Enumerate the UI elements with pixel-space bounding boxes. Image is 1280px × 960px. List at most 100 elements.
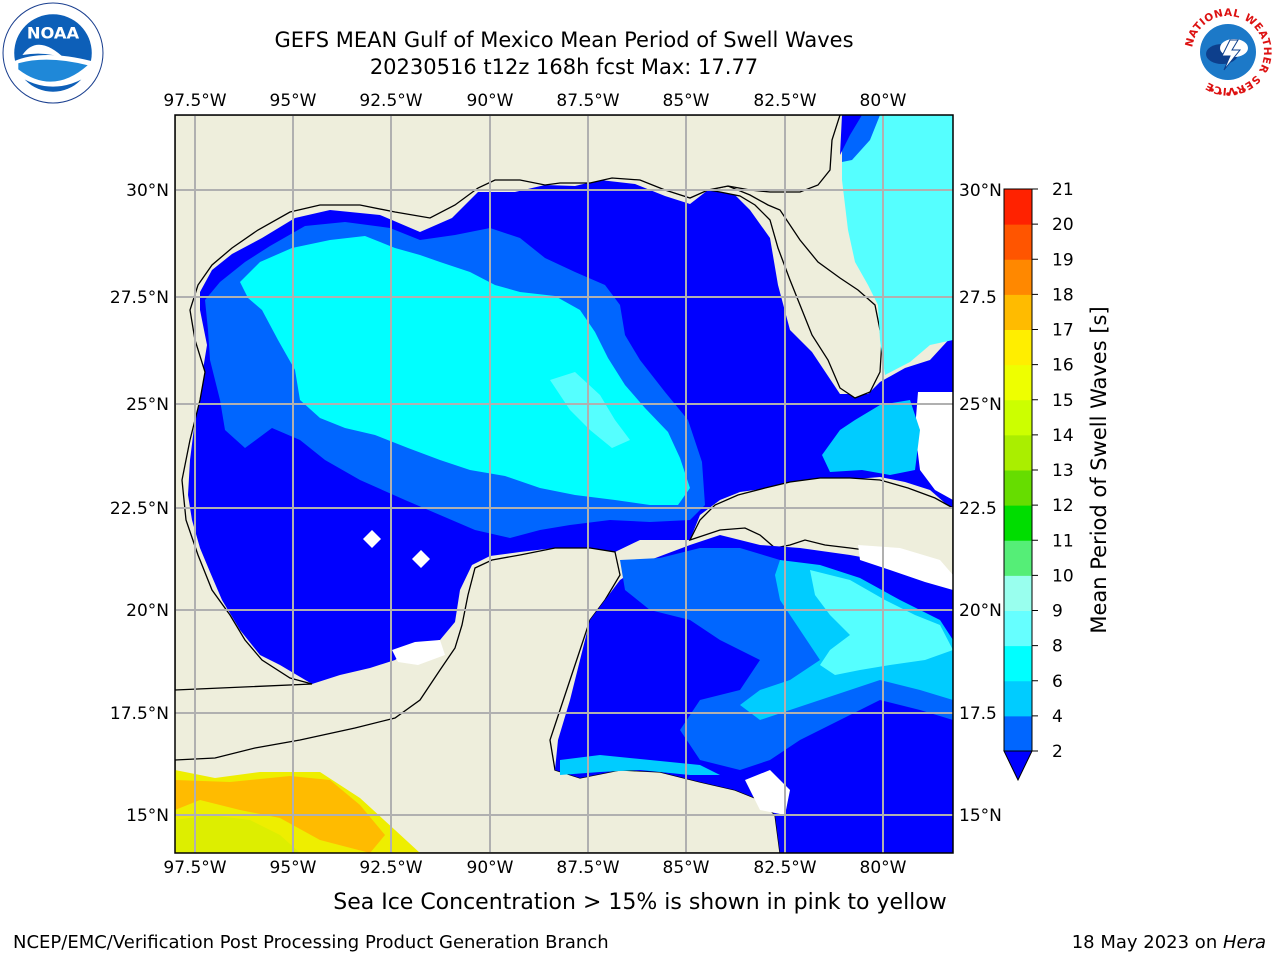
lat-label-left: 22.5°N: [110, 499, 169, 519]
straits-cyan: [822, 400, 920, 475]
lat-label-left: 27.5°N: [110, 288, 169, 308]
lat-label-right: 22.5: [959, 499, 997, 519]
lat-label-right: 25°N: [959, 395, 1002, 415]
colorbar-swatch: [1004, 610, 1032, 647]
lon-label-top: 97.5°W: [163, 91, 226, 111]
chart-subtitle-run: 20230516 t12z 168h fcst Max: 17.77: [369, 55, 759, 79]
colorbar-swatch: [1004, 505, 1032, 541]
colorbar: 2 4 6 8 9 10 11 12 13 14 15 16 17 18 19 20 21 Mean Perio…: [1003, 180, 1111, 782]
lon-label-bottom: 92.5°W: [359, 858, 422, 878]
lon-label-bottom: 95°W: [270, 858, 317, 878]
colorbar-tick-label: 4: [1052, 707, 1063, 727]
lon-label-top: 82.5°W: [753, 91, 816, 111]
colorbar-tick-label: 18: [1052, 285, 1074, 305]
lon-labels-top: 97.5°W 95°W 92.5°W 90°W 87.5°W 85°W 82.5…: [163, 91, 906, 111]
map-frame: [174, 114, 954, 854]
colorbar-swatch: [1004, 364, 1032, 401]
map-body: [175, 115, 953, 853]
noaa-logo: NOAA: [2, 2, 104, 104]
lat-label-right: 20°N: [959, 601, 1002, 621]
colorbar-tick-label: 21: [1052, 180, 1074, 200]
colorbar-tick-label: 12: [1052, 496, 1074, 516]
honduras-coast-strip: [560, 755, 720, 775]
gulf-no-data-hole-2: [412, 550, 430, 568]
caribbean-cyan: [810, 570, 953, 675]
colorbar-tick-label: 14: [1052, 426, 1074, 446]
gulf-cyan-core: [240, 236, 690, 505]
colorbar-tick-label: 19: [1052, 250, 1074, 270]
colorbar-swatch: [1004, 470, 1032, 506]
lon-label-top: 87.5°W: [556, 91, 619, 111]
colorbar-ticks: 2 4 6 8 9 10 11 12 13 14 15 16 17 18 19 20 21: [1032, 180, 1074, 762]
colorbar-swatch: [1004, 540, 1032, 576]
caribbean-white-gap: [858, 545, 953, 590]
bahamas-no-data: [915, 392, 953, 500]
footer-branch: NCEP/EMC/Verification Post Processing Pr…: [13, 932, 609, 953]
pacific-yellow-inner: [175, 815, 300, 853]
chart-title: GEFS MEAN Gulf of Mexico Mean Period of …: [274, 28, 854, 52]
lon-labels-bottom: 97.5°W 95°W 92.5°W 90°W 87.5°W 85°W 82.5…: [163, 858, 906, 878]
lon-label-top: 95°W: [270, 91, 317, 111]
colorbar-swatch: [1004, 224, 1032, 260]
colorbar-swatches: [1004, 189, 1032, 752]
colorbar-tick-label: 13: [1052, 461, 1074, 481]
bay-campeche-white: [392, 640, 445, 665]
colorbar-tick-label: 11: [1052, 531, 1074, 551]
lon-label-bottom: 97.5°W: [163, 858, 226, 878]
lon-label-bottom: 87.5°W: [556, 858, 619, 878]
colorbar-tick-label: 8: [1052, 637, 1063, 657]
colorbar-swatch: [1004, 575, 1032, 611]
colorbar-swatch: [1004, 294, 1032, 330]
colorbar-swatch: [1004, 399, 1032, 436]
honduras-white-patch: [745, 770, 790, 815]
florida-peninsula: [707, 185, 883, 399]
lat-labels-left: 30°N 27.5°N 25°N 22.5°N 20°N 17.5°N 15°N: [110, 181, 169, 826]
colorbar-tick-label: 9: [1052, 602, 1063, 622]
lat-label-left: 17.5°N: [110, 704, 169, 724]
lon-label-top: 90°W: [467, 91, 514, 111]
us-gulf-coast-land: [175, 115, 841, 691]
lat-label-right: 30°N: [959, 181, 1002, 201]
lon-label-top: 92.5°W: [359, 91, 422, 111]
graticule: [175, 115, 953, 853]
lat-label-left: 20°N: [126, 601, 169, 621]
footer-host: Hera: [1222, 932, 1266, 953]
caribbean-mid-blue: [620, 548, 953, 770]
colorbar-swatch: [1004, 329, 1032, 366]
lon-label-top: 85°W: [663, 91, 710, 111]
lat-label-right: 17.5: [959, 704, 997, 724]
footer-date: 18 May 2023 on Hera: [1072, 932, 1266, 953]
colorbar-tick-label: 20: [1052, 215, 1074, 235]
lon-label-bottom: 82.5°W: [753, 858, 816, 878]
noaa-logo-text: NOAA: [27, 24, 80, 43]
lat-labels-right: 30°N 27.5 25°N 22.5 20°N 17.5 15°N: [959, 181, 1002, 826]
colorbar-swatch: [1004, 645, 1032, 682]
atlantic-cyan-field: [842, 115, 953, 375]
lon-label-top: 80°W: [860, 91, 907, 111]
colorbar-label: Mean Period of Swell Waves [s]: [1087, 306, 1111, 633]
lon-label-bottom: 90°W: [467, 858, 514, 878]
colorbar-swatch: [1004, 434, 1032, 471]
sea-ice-note: Sea Ice Concentration > 15% is shown in …: [333, 890, 947, 915]
footer-date-text: 18 May 2023 on: [1071, 932, 1223, 953]
colorbar-tick-label: 10: [1052, 566, 1074, 586]
lat-label-right: 15°N: [959, 806, 1002, 826]
lat-label-left: 25°N: [126, 395, 169, 415]
colorbar-tick-label: 6: [1052, 672, 1063, 692]
colorbar-swatch: [1004, 189, 1032, 225]
gulf-no-data-hole-1: [363, 530, 381, 548]
colorbar-tick-label: 2: [1052, 742, 1063, 762]
colorbar-tick-label: 17: [1052, 321, 1074, 341]
colorbar-swatch: [1004, 259, 1032, 295]
lon-label-bottom: 80°W: [860, 858, 907, 878]
gulf-pale-cyan-patch: [550, 372, 630, 448]
colorbar-swatch: [1004, 680, 1032, 717]
colorbar-tick-label: 16: [1052, 356, 1074, 376]
lat-label-left: 15°N: [126, 806, 169, 826]
colorbar-swatch: [1004, 715, 1032, 752]
atlantic-deep-edge: [840, 115, 862, 155]
colorbar-extend-triangle: [1003, 750, 1033, 782]
nws-logo: NATIONAL WEATHER SERVICE: [1180, 4, 1276, 100]
lon-label-bottom: 85°W: [663, 858, 710, 878]
